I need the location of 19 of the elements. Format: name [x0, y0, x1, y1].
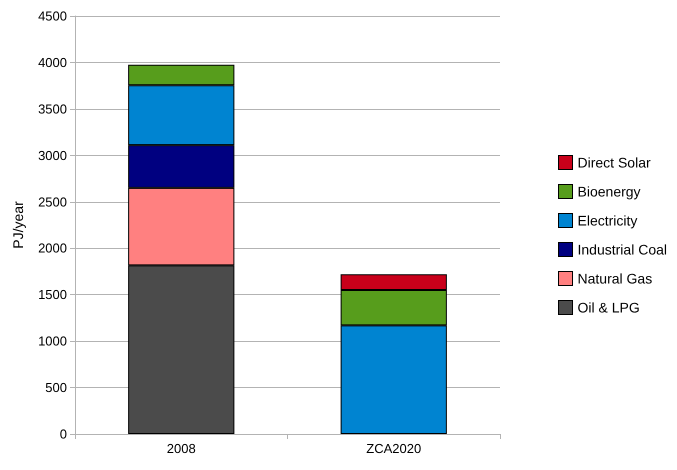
y-tick-label: 2000: [38, 240, 67, 256]
legend-label: Direct Solar: [578, 154, 651, 170]
legend-label: Bioenergy: [578, 184, 641, 200]
y-tick-label: 0: [60, 426, 67, 442]
x-tick-label: ZCA2020: [366, 441, 422, 456]
y-tick-label: 1500: [38, 287, 67, 302]
y-tick-label: 1000: [38, 334, 67, 349]
y-tick-label: 4500: [38, 8, 67, 24]
y-axis-title: PJ/year: [10, 200, 26, 249]
x-tick-label: 2008: [166, 441, 196, 456]
y-tick-label: 3000: [38, 148, 67, 163]
y-tick-label: 500: [45, 380, 67, 396]
y-tick-label: 4000: [38, 54, 67, 70]
y-tick-label: 2500: [38, 194, 67, 210]
legend-label: Natural Gas: [578, 270, 652, 286]
legend-label: Industrial Coal: [578, 242, 668, 258]
y-tick-label: 3500: [38, 101, 67, 116]
legend-label: Oil & LPG: [578, 300, 640, 316]
legend-label: Electricity: [578, 212, 638, 228]
